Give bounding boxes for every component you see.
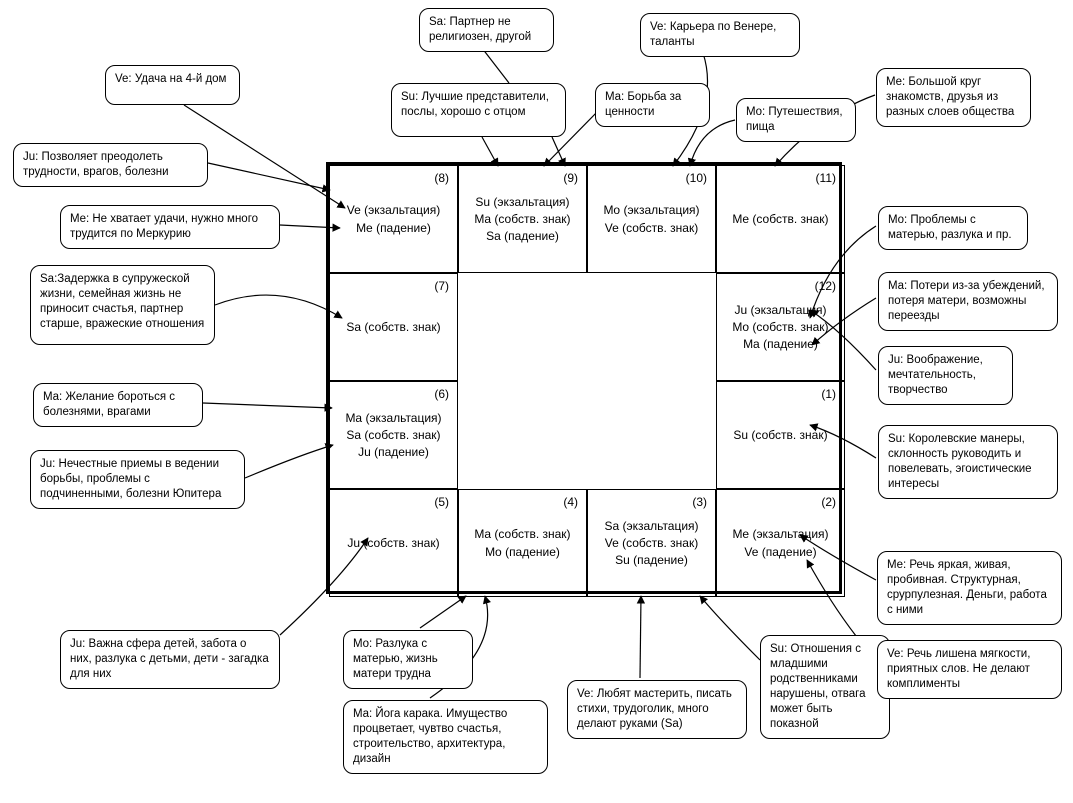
note-n_me_2: Me: Речь яркая, живая, пробивная. Структ… xyxy=(877,551,1062,625)
cell-line: Sa (экзальтация) xyxy=(604,518,698,534)
note-n_me_8: Me: Не хватает удачи, нужно много трудит… xyxy=(60,205,280,249)
connector-arrow xyxy=(690,120,735,166)
cell-number: (9) xyxy=(563,170,578,186)
cell-content: Ju (экзальтация)Mo (собств. знак)Ma (пад… xyxy=(732,302,828,353)
chart-cell-c9: (9) Su (экзальтация)Ma (собств. знак)Sa (… xyxy=(458,165,587,273)
chart-cell-c2: (2) Me (экзальтация) Ve (падение) xyxy=(716,489,845,597)
cell-content: Su (собств. знак) xyxy=(733,427,827,443)
connector-arrow xyxy=(245,445,333,478)
chart-cell-c1: (1) Su (собств. знак) xyxy=(716,381,845,489)
cell-line: Su (собств. знак) xyxy=(733,427,827,443)
cell-line: Su (экзальтация) xyxy=(475,194,569,210)
note-n_ma_6: Ma: Желание бороться с болезнями, врагам… xyxy=(33,383,203,427)
note-n_me_11: Me: Большой круг знакомств, друзья из ра… xyxy=(876,68,1031,127)
cell-number: (11) xyxy=(816,170,836,186)
note-n_ju_8: Ju: Позволяет преодолеть трудности, враг… xyxy=(13,143,208,187)
chart-cell-c4: (4) Ma (собств. знак) Mo (падение) xyxy=(458,489,587,597)
note-n_ju_6: Ju: Нечестные приемы в ведении борьбы, п… xyxy=(30,450,245,509)
cell-line: Sa (падение) xyxy=(486,228,559,244)
cell-line: Ve (падение) xyxy=(744,544,816,560)
astro-chart-grid: (8) Ve (экзальтация) Me (падение) (9) Su (эк… xyxy=(326,162,842,594)
cell-content: Ma (собств. знак) Mo (падение) xyxy=(474,526,570,559)
cell-content: Ju (собств. знак) xyxy=(347,535,439,551)
connector-arrow xyxy=(184,105,345,208)
cell-content: Ma (экзальтация)Sa (собств. знак)Ju (пад… xyxy=(345,410,441,461)
connector-arrow xyxy=(482,48,509,83)
cell-number: (6) xyxy=(434,386,449,402)
cell-line: Sa (собств. знак) xyxy=(346,319,440,335)
cell-line: Ve (собств. знак) xyxy=(605,220,698,236)
cell-number: (7) xyxy=(434,278,449,294)
chart-cell-c5: (5) Ju (собств. знак) xyxy=(329,489,458,597)
connector-arrow xyxy=(640,596,641,678)
cell-line: Mo (падение) xyxy=(485,544,560,560)
cell-line: Me (падение) xyxy=(356,220,431,236)
cell-number: (4) xyxy=(563,494,578,510)
cell-line: Mo (собств. знак) xyxy=(732,319,828,335)
chart-cell-c12: (12) Ju (экзальтация)Mo (собств. знак)Ma … xyxy=(716,273,845,381)
cell-content: Su (экзальтация)Ma (собств. знак)Sa (пад… xyxy=(474,194,570,245)
cell-content: Mo (экзальтация) Ve (собств. знак) xyxy=(603,202,699,235)
note-n_ma_12: Ma: Потери из-за убеждений, потеря матер… xyxy=(878,272,1058,331)
cell-line: Me (экзальтация) xyxy=(732,526,828,542)
note-n_su_1: Su: Королевские манеры, склонность руков… xyxy=(878,425,1058,499)
cell-line: Ma (собств. знак) xyxy=(474,526,570,542)
note-n_ju_5: Ju: Важна сфера детей, забота о них, раз… xyxy=(60,630,280,689)
note-n_ju_12: Ju: Воображение, мечтательность, творчес… xyxy=(878,346,1013,405)
note-n_su_3: Su: Отношения с младшими родственниками … xyxy=(760,635,890,739)
connector-arrow xyxy=(700,596,760,660)
chart-cell-c3: (3) Sa (экзальтация)Ve (собств. знак)Su (… xyxy=(587,489,716,597)
note-n_sa_7: Sa:Задержка в супружеской жизни, семейна… xyxy=(30,265,215,345)
chart-cell-c11: (11) Me (собств. знак) xyxy=(716,165,845,273)
note-n_sa_9: Sa: Партнер не религиозен, другой xyxy=(419,8,554,52)
cell-line: Ma (собств. знак) xyxy=(474,211,570,227)
chart-cell-c6: (6) Ma (экзальтация)Sa (собств. знак)Ju (… xyxy=(329,381,458,489)
cell-content: Me (экзальтация) Ve (падение) xyxy=(732,526,828,559)
connector-arrow xyxy=(215,295,342,318)
cell-content: Ve (экзальтация) Me (падение) xyxy=(347,202,440,235)
cell-content: Sa (экзальтация)Ve (собств. знак)Su (пад… xyxy=(604,518,698,569)
note-n_ve_10: Ve: Карьера по Венере, таланты xyxy=(640,13,800,57)
note-n_ma_4: Ma: Йога карака. Имущество процветает, ч… xyxy=(343,700,548,774)
connector-arrow xyxy=(203,403,332,408)
cell-line: Ju (падение) xyxy=(358,444,429,460)
cell-line: Ju (собств. знак) xyxy=(347,535,439,551)
cell-content: Sa (собств. знак) xyxy=(346,319,440,335)
cell-number: (10) xyxy=(686,170,707,186)
note-n_mo_12: Mo: Проблемы с матерью, разлука и пр. xyxy=(878,206,1028,250)
note-n_ve_3: Ve: Любят мастерить, писать стихи, трудо… xyxy=(567,680,747,739)
cell-line: Ma (падение) xyxy=(743,336,818,352)
cell-line: Me (собств. знак) xyxy=(732,211,828,227)
note-n_ma_9: Ma: Борьба за ценности xyxy=(595,83,710,127)
connector-arrow xyxy=(208,163,330,190)
cell-number: (5) xyxy=(434,494,449,510)
cell-number: (1) xyxy=(821,386,836,402)
cell-line: Sa (собств. знак) xyxy=(346,427,440,443)
note-n_ve_2: Ve: Речь лишена мягкости, приятных слов.… xyxy=(877,640,1062,699)
chart-cell-c8: (8) Ve (экзальтация) Me (падение) xyxy=(329,165,458,273)
cell-line: Ju (экзальтация) xyxy=(734,302,826,318)
cell-line: Ma (экзальтация) xyxy=(345,410,441,426)
note-n_ve_8: Ve: Удача на 4-й дом xyxy=(105,65,240,105)
cell-line: Ve (собств. знак) xyxy=(605,535,698,551)
cell-line: Su (падение) xyxy=(615,552,688,568)
cell-number: (12) xyxy=(815,278,836,294)
cell-line: Ve (экзальтация) xyxy=(347,202,440,218)
cell-content: Me (собств. знак) xyxy=(732,211,828,227)
note-n_mo_10: Mo: Путешествия, пища xyxy=(736,98,856,142)
connector-arrow xyxy=(420,596,466,628)
cell-number: (3) xyxy=(692,494,707,510)
chart-cell-c10: (10) Mo (экзальтация) Ve (собств. знак) xyxy=(587,165,716,273)
cell-number: (2) xyxy=(821,494,836,510)
chart-cell-c7: (7) Sa (собств. знак) xyxy=(329,273,458,381)
cell-number: (8) xyxy=(434,170,449,186)
cell-line: Mo (экзальтация) xyxy=(603,202,699,218)
note-n_mo_4: Mo: Разлука с матерью, жизнь матери труд… xyxy=(343,630,473,689)
note-n_su_9: Su: Лучшие представители, послы, хорошо … xyxy=(391,83,566,137)
